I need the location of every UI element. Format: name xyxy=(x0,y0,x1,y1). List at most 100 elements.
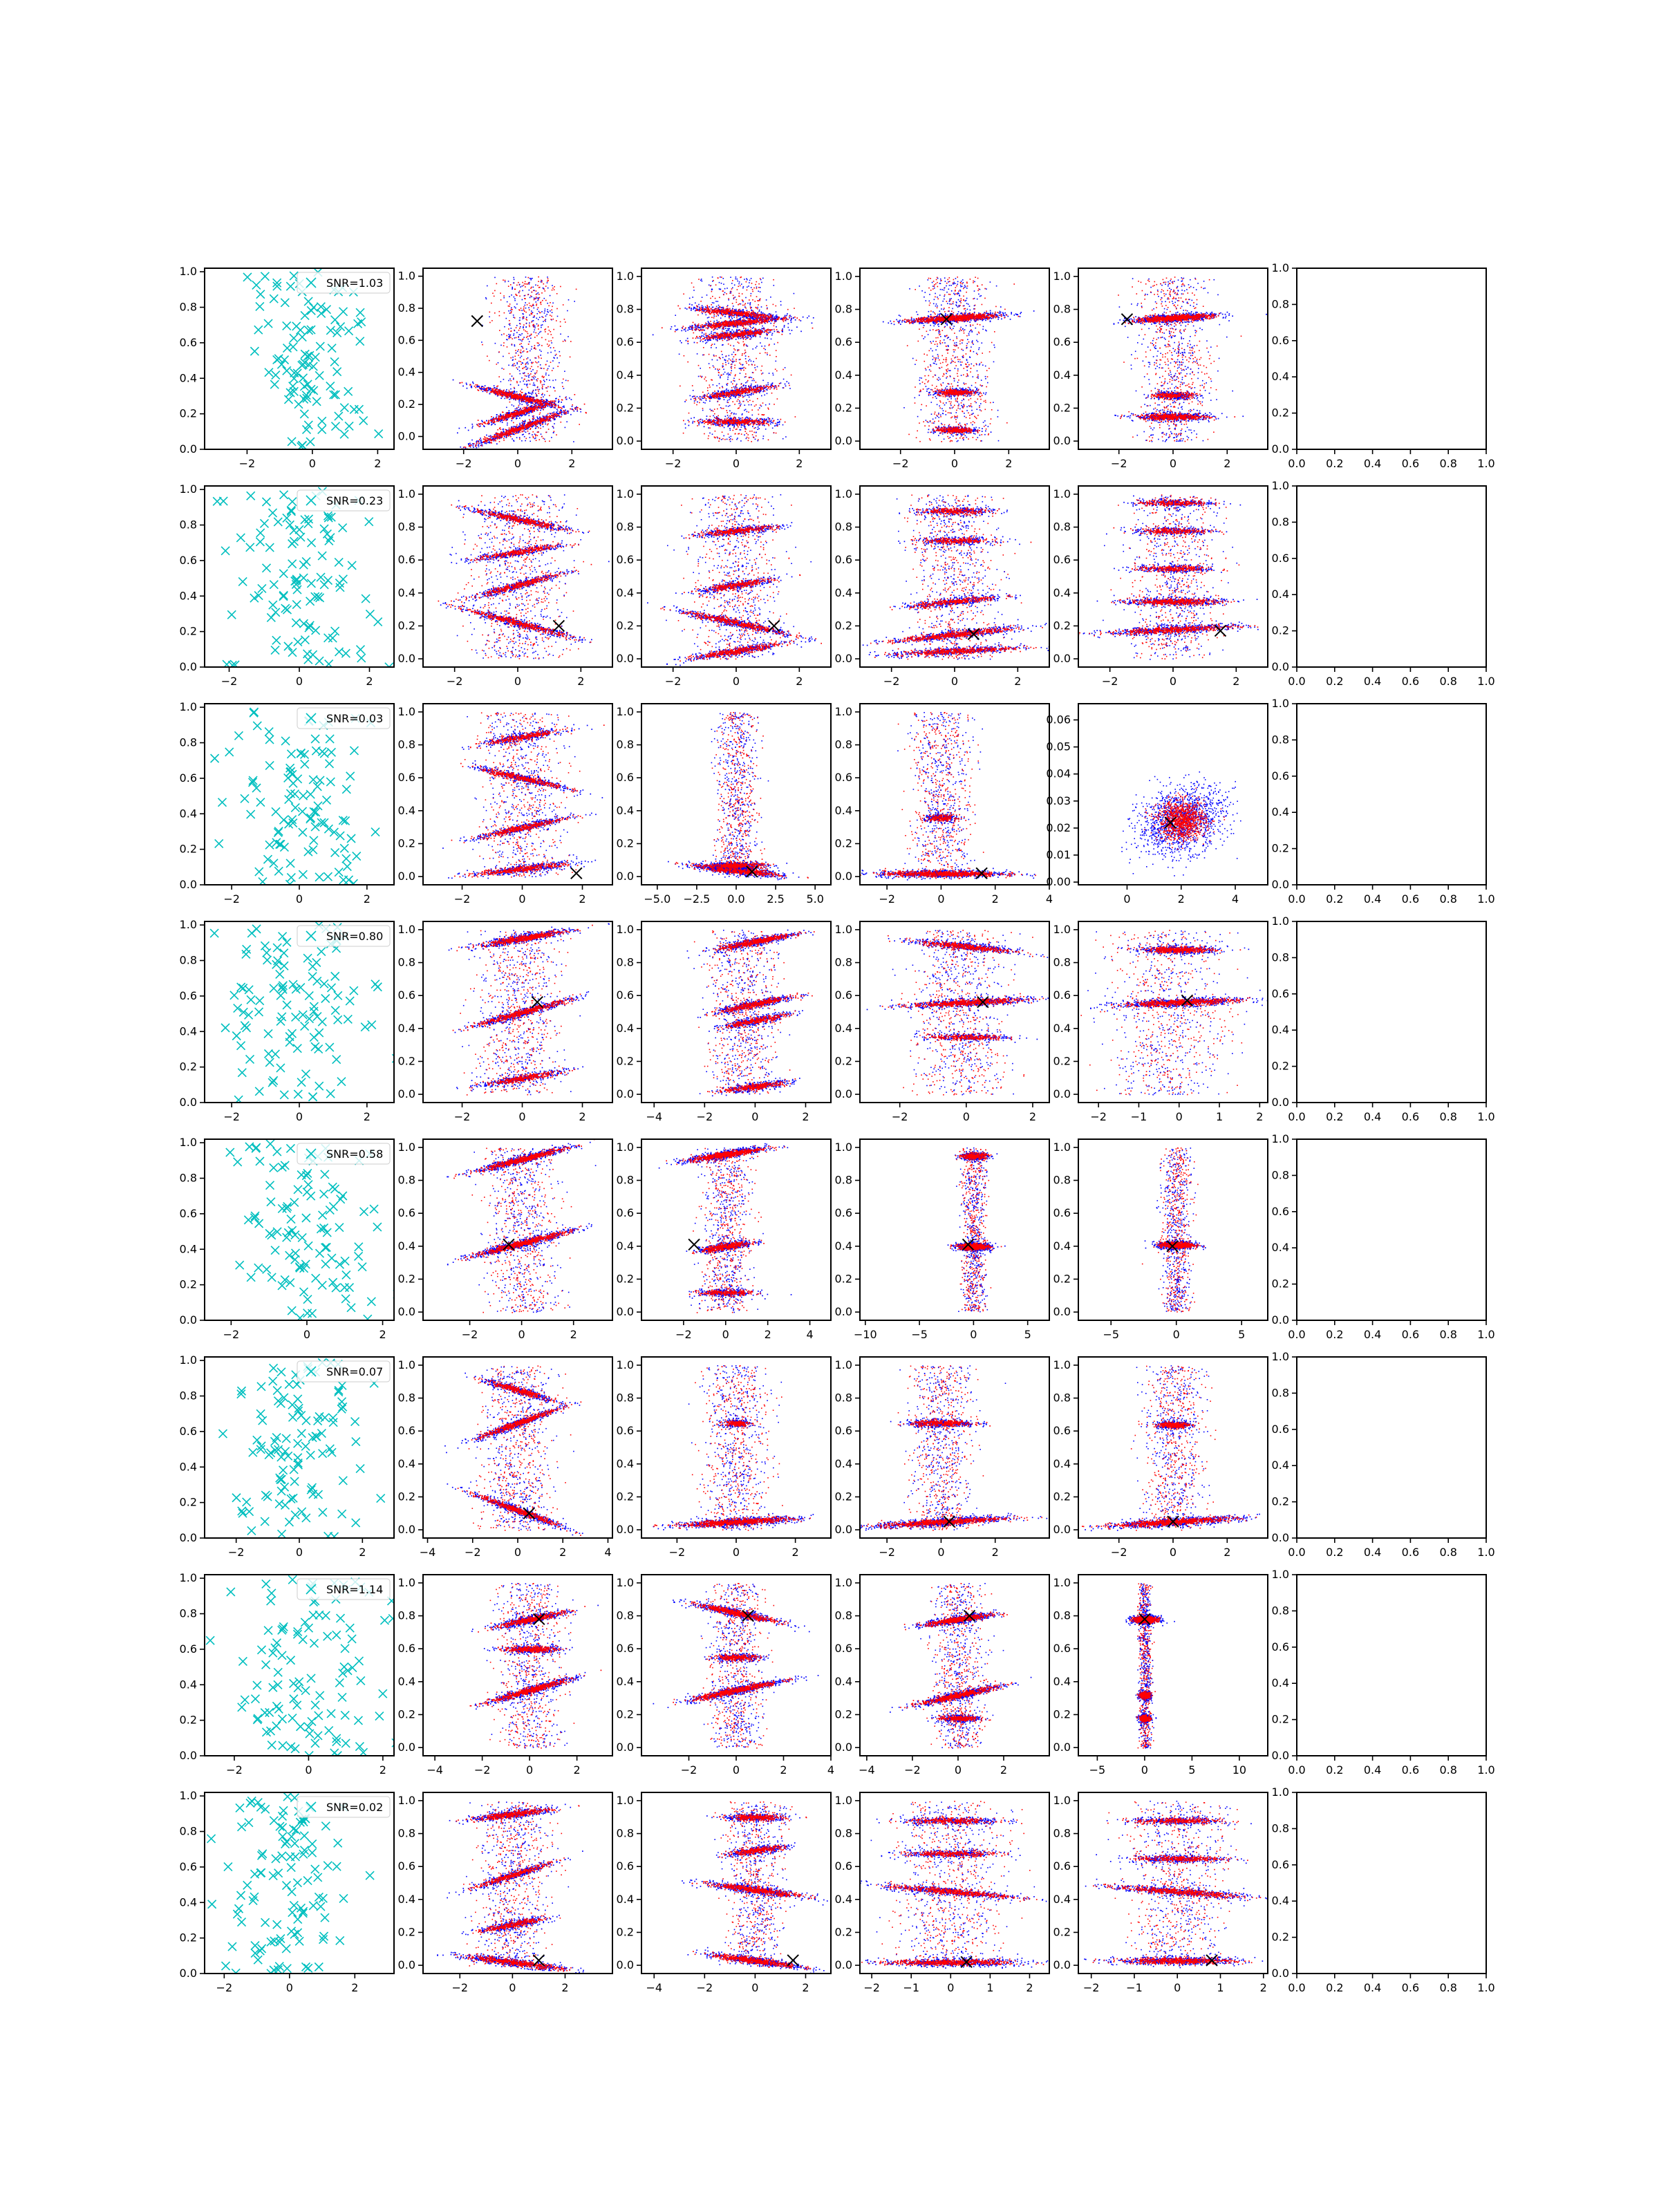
scatter-dot xyxy=(720,407,722,409)
scatter-dot xyxy=(718,440,720,442)
scatter-dot xyxy=(752,434,753,435)
scatter-dot xyxy=(526,348,527,350)
scatter-dot xyxy=(523,337,525,338)
scatter-dot xyxy=(552,406,553,408)
scatter-dot xyxy=(760,353,761,354)
scatter-dot xyxy=(542,376,543,377)
scatter-dot xyxy=(725,360,727,362)
scatter-dot xyxy=(763,348,765,349)
scatter-dot xyxy=(485,389,487,391)
scatter-dot xyxy=(498,389,499,391)
scatter-dot xyxy=(543,419,544,420)
scatter-dot xyxy=(727,340,728,341)
scatter-dot xyxy=(535,435,536,437)
scatter-dot xyxy=(694,402,695,404)
scatter-dot xyxy=(744,350,746,351)
scatter-dot xyxy=(476,447,478,449)
scatter-dot xyxy=(511,433,512,434)
scatter-dot xyxy=(514,393,516,395)
scatter-dot xyxy=(543,384,545,385)
scatter-dot xyxy=(510,357,512,359)
scatter-dot xyxy=(534,299,535,301)
scatter-dot xyxy=(738,408,739,409)
scatter-dot xyxy=(502,422,503,423)
scatter-dot xyxy=(524,406,525,408)
scatter-dot xyxy=(552,413,554,415)
scatter-dot xyxy=(509,335,511,337)
scatter-dot xyxy=(547,370,548,371)
scatter-dot xyxy=(536,380,538,382)
scatter-dot xyxy=(576,289,577,290)
scatter-dot xyxy=(705,333,706,335)
scatter-dot xyxy=(730,276,731,278)
scatter-dot xyxy=(718,301,719,302)
scatter-dot xyxy=(502,437,503,438)
scatter-dot xyxy=(511,308,512,309)
scatter-dot xyxy=(545,290,546,292)
scatter-dot xyxy=(521,377,523,379)
scatter-dot xyxy=(531,371,532,373)
scatter-dot xyxy=(729,437,730,438)
scatter-dot xyxy=(725,328,727,329)
scatter-dot xyxy=(498,351,500,353)
scatter-dot xyxy=(557,366,559,367)
scatter-dot xyxy=(537,404,538,405)
scatter-dot xyxy=(696,326,697,327)
scatter-dot xyxy=(746,344,747,346)
scatter-dot xyxy=(536,400,537,401)
scatter-dot xyxy=(512,365,513,366)
scatter-dot xyxy=(498,362,499,364)
scatter-dot xyxy=(536,290,537,292)
scatter-dot xyxy=(509,373,511,375)
scatter-dot xyxy=(551,310,552,311)
scatter-dot xyxy=(755,301,756,302)
scatter-dot xyxy=(733,430,734,431)
scatter-dot xyxy=(744,344,745,345)
scatter-dot xyxy=(518,361,520,362)
scatter-dot xyxy=(738,343,740,344)
scatter-dot xyxy=(533,399,534,400)
scatter-dot xyxy=(521,356,523,357)
scatter-dot xyxy=(702,392,704,393)
scatter-dot xyxy=(514,346,516,347)
y-tick-label: 0.0 xyxy=(398,429,415,442)
scatter-dot xyxy=(753,428,755,429)
scatter-dot xyxy=(731,413,732,415)
scatter-dot xyxy=(743,396,744,397)
scatter-dot xyxy=(736,317,738,319)
scatter-dot xyxy=(767,308,768,310)
scatter-dot xyxy=(554,286,555,288)
scatter-dot xyxy=(709,363,710,364)
scatter-dot xyxy=(730,430,731,431)
scatter-dot xyxy=(520,395,521,396)
scatter-dot xyxy=(570,409,571,410)
scatter-dot xyxy=(744,304,746,306)
scatter-dot xyxy=(713,411,714,412)
scatter-dot xyxy=(510,380,512,382)
scatter-dot xyxy=(738,341,739,343)
scatter-dot xyxy=(526,323,527,324)
scatter-dot xyxy=(536,420,538,421)
scatter-dot xyxy=(536,404,537,406)
scatter-dot xyxy=(747,411,748,413)
scatter-dot xyxy=(560,334,561,335)
scatter-dot xyxy=(742,301,744,303)
scatter-dot xyxy=(716,320,718,321)
scatter-dot xyxy=(767,393,768,395)
scatter-dot xyxy=(519,438,521,440)
scatter-dot xyxy=(508,328,509,330)
scatter-dot xyxy=(516,413,517,415)
scatter-dot xyxy=(525,402,527,404)
scatter-dot xyxy=(524,384,525,385)
scatter-dot xyxy=(534,378,535,379)
scatter-dot xyxy=(525,281,526,283)
scatter-dot xyxy=(568,299,570,301)
scatter-dot xyxy=(547,386,549,388)
scatter-dot xyxy=(536,416,538,418)
scatter-dot xyxy=(547,424,548,426)
scatter-dot xyxy=(774,326,775,327)
scatter-dot xyxy=(533,305,534,306)
scatter-dot xyxy=(527,400,529,402)
scatter-dot xyxy=(742,413,743,415)
scatter-dot xyxy=(526,317,527,318)
